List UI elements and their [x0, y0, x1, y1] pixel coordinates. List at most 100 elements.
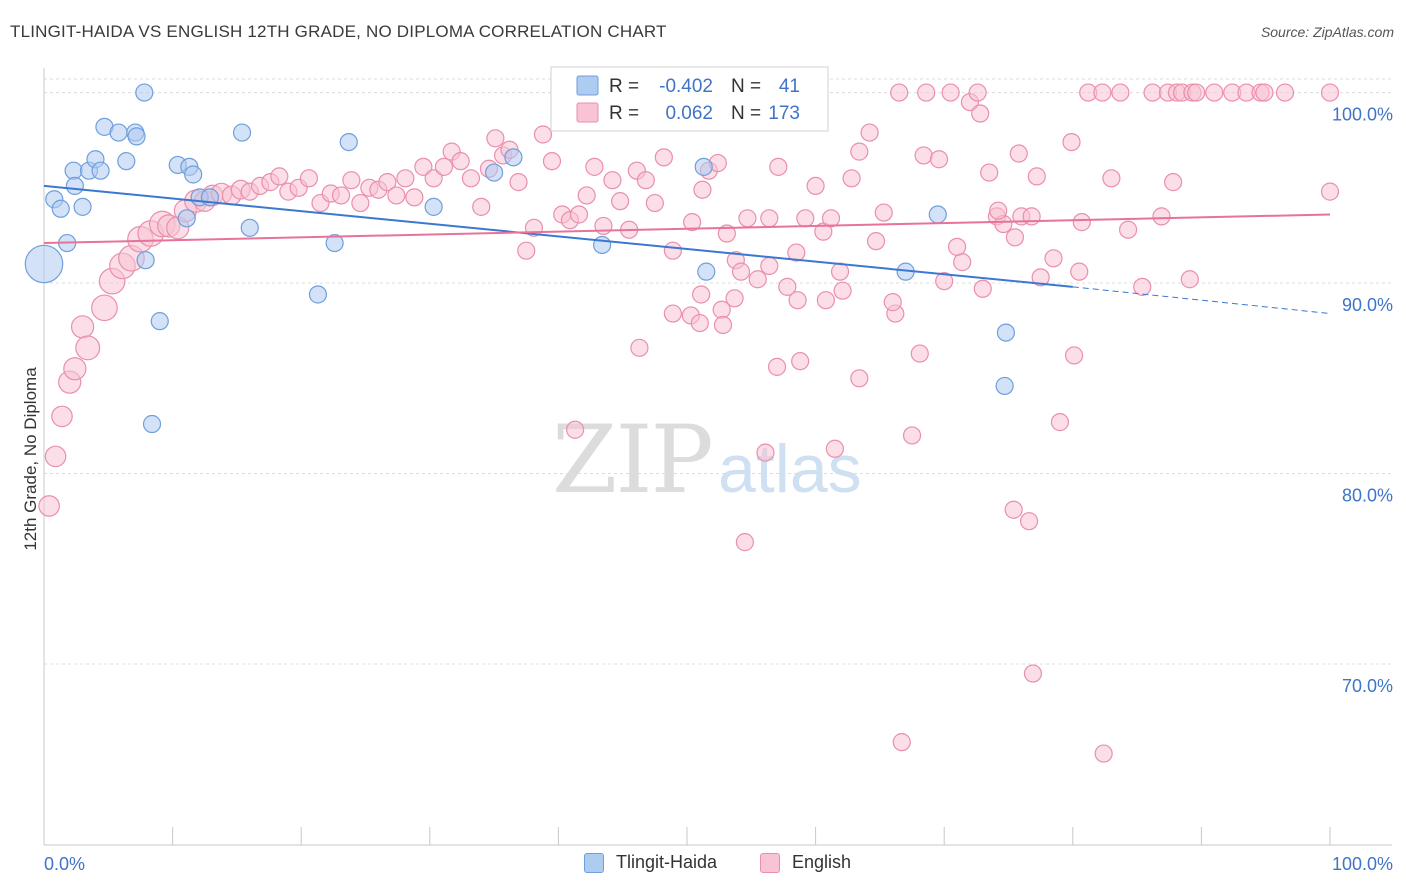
english-point	[769, 157, 788, 176]
english-point	[1023, 664, 1043, 683]
english-point	[270, 167, 289, 186]
tlingit-haida-point	[424, 197, 443, 216]
english-point	[472, 197, 491, 216]
english-point	[331, 186, 351, 205]
english-point	[611, 192, 630, 211]
english-point	[778, 277, 797, 296]
tlingit-haida-point	[232, 123, 252, 142]
trendlines	[43, 184, 1331, 315]
english-point	[973, 279, 992, 298]
tlingit-haida-trendline	[43, 184, 1073, 288]
english-point	[690, 313, 709, 333]
y-tick-label: 90.0%	[1342, 295, 1393, 315]
english-point	[767, 357, 787, 376]
tlingit-haida-point	[593, 235, 612, 255]
english-point	[577, 186, 596, 205]
english-point	[917, 83, 936, 102]
english-point	[935, 272, 954, 291]
english-point	[842, 169, 861, 188]
english-point	[791, 352, 810, 371]
english-point	[663, 241, 682, 260]
tlingit-haida-point	[142, 414, 162, 434]
stats-n-value-pink: 173	[768, 103, 800, 124]
tlingit-haida-point	[325, 233, 344, 253]
english-point	[351, 193, 370, 213]
english-point	[788, 291, 807, 310]
english-point	[414, 157, 433, 176]
english-point	[941, 83, 960, 102]
english-point	[517, 241, 536, 260]
stats-n-value-blue: 41	[779, 76, 800, 97]
english-point	[760, 209, 779, 228]
english-point	[1022, 207, 1041, 226]
english-point	[1205, 83, 1224, 102]
english-point	[902, 426, 922, 445]
english-point	[636, 171, 655, 190]
english-point	[91, 294, 118, 322]
english-point	[1111, 83, 1130, 102]
english-point	[760, 256, 779, 276]
english-point	[1072, 213, 1091, 232]
english-point	[735, 533, 754, 552]
english-point	[51, 405, 73, 428]
english-point	[1093, 83, 1112, 102]
tick-labels: 70.0% 80.0% 90.0% 100.0% 0.0% 100.0%	[44, 105, 1393, 874]
legend-swatch-english	[760, 852, 780, 873]
english-point	[585, 157, 604, 176]
stats-r-label-blue: R =	[609, 76, 639, 97]
tlingit-haida-point	[308, 285, 328, 304]
english-point	[1064, 346, 1084, 365]
english-point	[434, 157, 454, 176]
tlingit-haida-point	[697, 262, 716, 281]
stats-n-label-pink: N =	[731, 103, 761, 124]
english-point	[806, 176, 825, 196]
tlingit-haida-point	[177, 209, 196, 228]
english-point	[874, 203, 893, 222]
ticks	[172, 827, 1331, 845]
english-point	[929, 150, 949, 169]
tlingit-haida-point	[109, 123, 128, 142]
english-point	[424, 169, 443, 188]
legend-item-english[interactable]: English	[760, 852, 851, 873]
english-point	[299, 169, 319, 188]
tlingit-haida-point	[135, 83, 154, 102]
english-point	[461, 169, 481, 188]
english-point	[968, 83, 987, 102]
english-point	[787, 243, 806, 262]
tlingit-haida-point	[504, 148, 523, 167]
tlingit-haida-point	[24, 244, 64, 284]
stats-r-value-blue: -0.402	[659, 76, 713, 97]
english-point	[1133, 277, 1152, 296]
english-point	[645, 193, 664, 213]
english-point	[1152, 207, 1171, 226]
tlingit-haida-point	[240, 218, 259, 237]
legend-item-tlingit-haida[interactable]: Tlingit-Haida	[584, 852, 717, 873]
tlingit-haida-point	[73, 197, 92, 216]
english-point	[1019, 512, 1039, 531]
english-point	[342, 171, 361, 190]
english-point	[509, 173, 528, 192]
y-tick-label: 100.0%	[1332, 105, 1393, 125]
english-point	[693, 180, 712, 199]
tlingit-haida-point	[117, 152, 136, 171]
series-legend: Tlingit-Haida English	[0, 852, 1406, 878]
english-point	[692, 285, 711, 304]
english-point	[1004, 500, 1023, 519]
tlingit-haida-point	[184, 165, 203, 184]
english-point	[717, 224, 736, 243]
english-point	[569, 205, 589, 224]
english-point	[533, 125, 553, 144]
y-axis-label: 12th Grade, No Diploma	[21, 367, 40, 551]
tlingit-haida-point	[339, 133, 358, 152]
english-point	[989, 201, 1008, 220]
english-point	[1164, 173, 1183, 192]
english-point	[1320, 182, 1340, 201]
english-point	[1320, 83, 1340, 102]
english-point	[654, 148, 673, 167]
english-point	[833, 281, 852, 300]
english-point	[1118, 220, 1138, 239]
tlingit-haida-point	[91, 161, 110, 180]
english-point	[1255, 83, 1274, 102]
english-point	[821, 209, 841, 228]
